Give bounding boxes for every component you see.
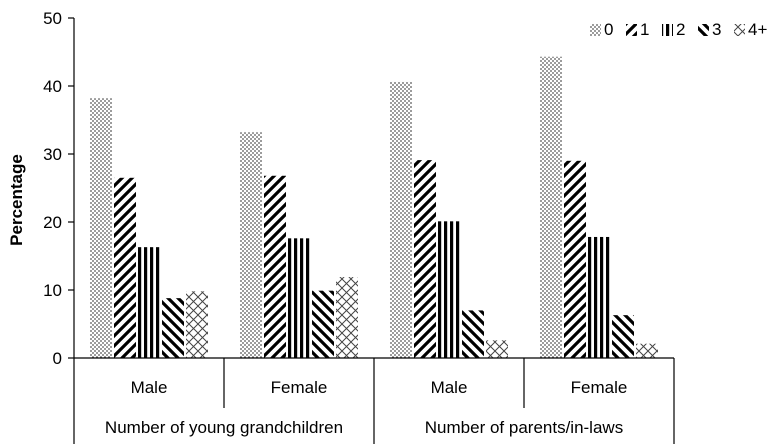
y-tick-label: 50 bbox=[43, 9, 62, 28]
bar-male-series-1 bbox=[114, 177, 136, 358]
bar-female-series-2 bbox=[288, 238, 310, 358]
legend-item: 2 bbox=[662, 20, 685, 39]
bar-male-series-4plus bbox=[186, 291, 208, 358]
y-tick-label: 10 bbox=[43, 281, 62, 300]
y-axis: 0 10 20 30 40 50 bbox=[43, 9, 75, 368]
bar-female-series-0 bbox=[240, 132, 262, 358]
bars bbox=[90, 56, 658, 359]
legend-label: 1 bbox=[640, 20, 649, 39]
legend-label: 0 bbox=[604, 20, 613, 39]
bar-female-series-0 bbox=[540, 56, 562, 358]
y-tick-label: 0 bbox=[53, 349, 62, 368]
bar-male-series-0 bbox=[390, 81, 412, 359]
bar-male-series-4plus bbox=[486, 340, 508, 358]
bar-male-series-0 bbox=[90, 98, 112, 359]
bar-male-series-2 bbox=[138, 247, 160, 358]
legend-item: 3 bbox=[698, 20, 721, 39]
legend-item: 0 bbox=[590, 20, 613, 39]
legend-label: 2 bbox=[676, 20, 685, 39]
legend-swatch bbox=[734, 24, 745, 36]
y-tick-label: 40 bbox=[43, 77, 62, 96]
bar-female-series-1 bbox=[564, 160, 586, 358]
x-category-label: Female bbox=[271, 378, 328, 397]
x-category-label: Female bbox=[571, 378, 628, 397]
bar-female-series-3 bbox=[312, 290, 334, 358]
y-tick-label: 20 bbox=[43, 213, 62, 232]
x-axis: Male Female Male Female Number of young gran… bbox=[73, 357, 675, 444]
bar-male-series-3 bbox=[162, 298, 184, 358]
legend-swatch bbox=[626, 24, 637, 36]
bar-male-series-2 bbox=[438, 221, 460, 358]
y-tick-label: 30 bbox=[43, 145, 62, 164]
bar-female-series-2 bbox=[588, 236, 610, 358]
bar-female-series-4plus bbox=[636, 343, 658, 358]
x-group-label: Number of parents/in-laws bbox=[425, 418, 623, 437]
bar-male-series-3 bbox=[462, 310, 484, 358]
legend-swatch bbox=[662, 24, 673, 36]
bar-female-series-4plus bbox=[336, 277, 358, 358]
x-group-label: Number of young grandchildren bbox=[105, 418, 343, 437]
legend-swatch bbox=[590, 24, 601, 36]
legend-swatch bbox=[698, 24, 709, 36]
x-category-label: Male bbox=[131, 378, 168, 397]
x-category-label: Male bbox=[431, 378, 468, 397]
legend-item: 1 bbox=[626, 20, 649, 39]
legend-label: 4+ bbox=[748, 20, 767, 39]
bar-male-series-1 bbox=[414, 160, 436, 358]
bar-female-series-1 bbox=[264, 175, 286, 358]
legend-label: 3 bbox=[712, 20, 721, 39]
legend-item: 4+ bbox=[734, 20, 767, 39]
bar-female-series-3 bbox=[612, 315, 634, 358]
legend: 0 1 2 3 4+ bbox=[590, 20, 767, 39]
y-axis-label: Percentage bbox=[7, 154, 26, 246]
